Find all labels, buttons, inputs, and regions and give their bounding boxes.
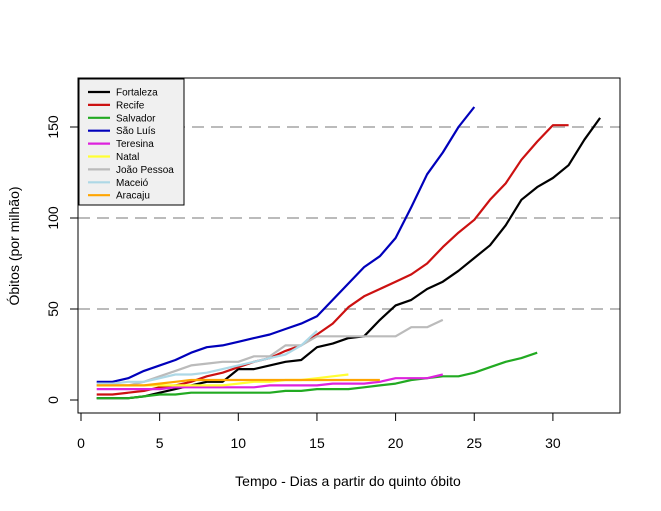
legend-label: Natal (116, 152, 139, 163)
y-axis: 0 50 100 150 (45, 115, 79, 404)
series-line-aracaju (96, 378, 380, 387)
x-tick-label: 0 (77, 435, 85, 451)
legend-box (78, 78, 185, 206)
x-tick-label: 30 (545, 435, 561, 451)
legend-label: Fortaleza (116, 88, 158, 99)
x-tick-label: 25 (466, 435, 482, 451)
legend-label: Maceió (116, 178, 149, 189)
legend-label: João Pessoa (116, 165, 174, 176)
reference-lines (78, 126, 620, 310)
x-tick-label: 5 (156, 435, 164, 451)
y-tick-label: 100 (45, 206, 61, 230)
series-line-salvador (96, 351, 538, 400)
x-tick-label: 15 (309, 435, 325, 451)
x-tick-label: 10 (231, 435, 247, 451)
series-line-joão-pessoa (96, 318, 444, 387)
x-tick-label: 20 (388, 435, 404, 451)
legend-label: Salvador (116, 113, 156, 124)
y-axis-label: Óbitos (por milhão) (6, 186, 22, 305)
legend-label: São Luís (116, 126, 155, 137)
x-axis-label: Tempo - Dias a partir do quinto óbito (235, 473, 461, 489)
y-tick-label: 0 (45, 396, 61, 404)
legend-label: Teresina (116, 139, 154, 150)
y-tick-label: 150 (45, 115, 61, 139)
series-lines (96, 106, 601, 400)
legend-label: Recife (116, 100, 145, 111)
series-line-maceió (96, 329, 318, 385)
legend-label: Aracaju (116, 191, 150, 202)
x-axis: 0 5 10 15 20 25 30 (77, 412, 561, 451)
y-tick-label: 50 (45, 301, 61, 317)
series-line-teresina (96, 373, 444, 391)
series-line-são-luís (96, 106, 476, 383)
